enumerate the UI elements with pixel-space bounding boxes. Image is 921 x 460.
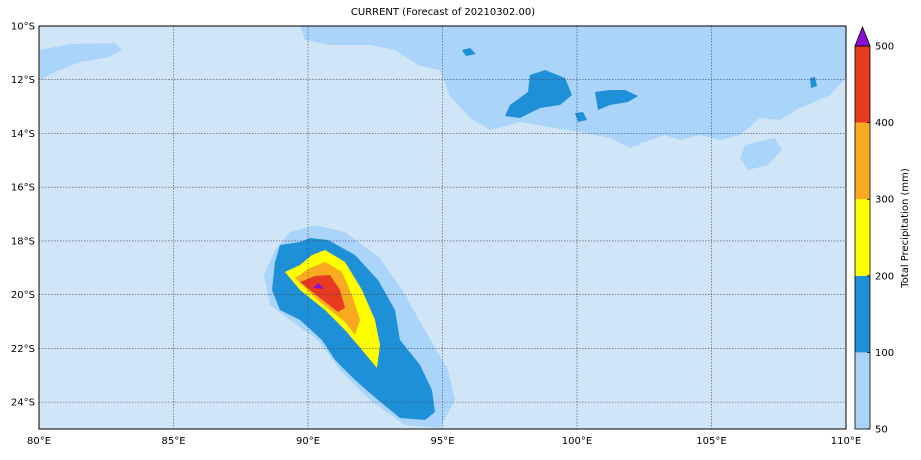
y-tick-label: 18°S bbox=[11, 236, 35, 247]
colorbar-tick-label: 400 bbox=[875, 118, 894, 129]
contour bbox=[810, 77, 817, 88]
y-tick-label: 10°S bbox=[11, 22, 35, 33]
contour bbox=[505, 70, 572, 118]
x-tick-label: 95°E bbox=[430, 436, 454, 447]
colorbar-segment bbox=[855, 122, 870, 200]
colorbar-label: Total Precipitation (mm) bbox=[900, 168, 911, 289]
colorbar-segment bbox=[855, 275, 870, 353]
y-tick-label: 12°S bbox=[11, 75, 35, 86]
x-tick-label: 100°E bbox=[562, 436, 592, 447]
x-tick-label: 105°E bbox=[696, 436, 726, 447]
colorbar-frame bbox=[854, 45, 871, 430]
colorbar-tick-label: 200 bbox=[875, 271, 894, 282]
map-frame bbox=[38, 25, 847, 430]
contour bbox=[595, 90, 638, 110]
colorbar-tick-label: 500 bbox=[875, 42, 894, 53]
y-tick-label: 20°S bbox=[11, 290, 35, 301]
y-tick-label: 16°S bbox=[11, 183, 35, 194]
colorbar-segment bbox=[855, 352, 870, 429]
colorbar-segment bbox=[855, 199, 870, 276]
x-tick-label: 110°E bbox=[831, 436, 861, 447]
x-tick-label: 80°E bbox=[27, 436, 51, 447]
colorbar-extension bbox=[854, 25, 871, 47]
contour bbox=[300, 275, 345, 312]
x-tick-label: 90°E bbox=[296, 436, 320, 447]
colorbar-tick-label: 300 bbox=[875, 195, 894, 206]
x-tick-label: 85°E bbox=[161, 436, 185, 447]
y-tick-label: 24°S bbox=[11, 398, 35, 409]
y-tick-label: 22°S bbox=[11, 344, 35, 355]
contour bbox=[300, 26, 846, 148]
title: CURRENT (Forecast of 20210302.00) bbox=[351, 7, 535, 18]
y-tick-label: 14°S bbox=[11, 129, 35, 140]
contour bbox=[313, 283, 324, 289]
contour bbox=[740, 138, 782, 170]
colorbar-tick-label: 100 bbox=[875, 348, 894, 359]
contour bbox=[40, 43, 122, 80]
precipitation-field bbox=[40, 26, 846, 428]
contour bbox=[462, 48, 476, 56]
colorbar-segment bbox=[855, 46, 870, 123]
contour bbox=[575, 112, 587, 122]
colorbar-tick-label: 50 bbox=[875, 425, 888, 436]
